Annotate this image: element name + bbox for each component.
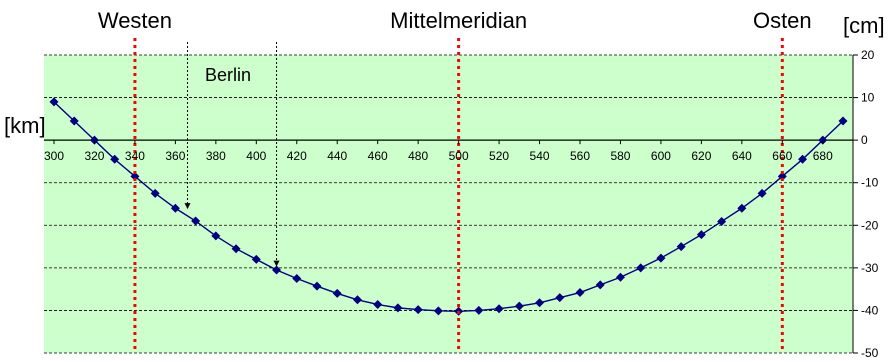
x-tick-label: 460 bbox=[368, 149, 388, 163]
y-tick-labels: 20 10 0 -10 -20 -30 -40 -50 bbox=[861, 48, 879, 360]
meridian-lines: Westen Mittelmeridian Osten bbox=[98, 8, 812, 353]
x-tick-label: 500 bbox=[449, 149, 469, 163]
x-tick-label: 360 bbox=[165, 149, 185, 163]
data-point bbox=[170, 203, 180, 213]
x-tick-label: 520 bbox=[489, 149, 509, 163]
data-point bbox=[777, 171, 787, 181]
data-point bbox=[494, 304, 504, 314]
x-tick-label: 620 bbox=[691, 149, 711, 163]
data-point bbox=[373, 299, 383, 309]
meridian-label: Osten bbox=[753, 8, 812, 33]
x-tick-label: 640 bbox=[732, 149, 752, 163]
x-tick-label: 540 bbox=[530, 149, 550, 163]
x-tick-label: 600 bbox=[651, 149, 671, 163]
x-tick-label: 440 bbox=[327, 149, 347, 163]
plot-background bbox=[44, 55, 853, 353]
data-point bbox=[332, 288, 342, 298]
data-point bbox=[798, 154, 808, 164]
y-tick-label: -10 bbox=[861, 176, 879, 190]
data-point bbox=[514, 301, 524, 311]
berlin-label: Berlin bbox=[205, 65, 251, 85]
data-point bbox=[656, 253, 666, 263]
data-point bbox=[251, 254, 261, 264]
y-tick-label: 0 bbox=[861, 133, 868, 147]
data-point bbox=[352, 295, 362, 305]
data-point bbox=[413, 305, 423, 315]
data-point bbox=[49, 97, 59, 107]
annotations: Berlin bbox=[184, 42, 280, 267]
data-point bbox=[474, 305, 484, 315]
data-point bbox=[575, 288, 585, 298]
data-point bbox=[696, 230, 706, 240]
y-tick-label: 20 bbox=[861, 48, 875, 62]
data-point bbox=[555, 293, 565, 303]
data-point bbox=[69, 116, 79, 126]
y-unit-label: [cm] bbox=[843, 13, 885, 38]
y-tick-label: -20 bbox=[861, 218, 879, 232]
y-tick-label: -50 bbox=[861, 346, 879, 360]
data-point bbox=[615, 272, 625, 282]
x-tick-label: 560 bbox=[570, 149, 590, 163]
x-tick-label: 480 bbox=[408, 149, 428, 163]
x-tick-label: 380 bbox=[206, 149, 226, 163]
data-point bbox=[231, 244, 241, 254]
data-point bbox=[535, 298, 545, 308]
data-point bbox=[130, 171, 140, 181]
gridlines bbox=[44, 54, 858, 354]
x-tick-label: 660 bbox=[772, 149, 792, 163]
x-tick-label: 580 bbox=[610, 149, 630, 163]
x-unit-label: [km] bbox=[4, 113, 46, 138]
data-point bbox=[312, 281, 322, 291]
y-tick-label: 10 bbox=[861, 91, 875, 105]
meridian-label: Mittelmeridian bbox=[390, 8, 527, 33]
data-point bbox=[737, 203, 747, 213]
plot-area bbox=[44, 55, 853, 353]
data-point bbox=[717, 216, 727, 226]
x-tick-label: 420 bbox=[287, 149, 307, 163]
data-point bbox=[757, 188, 767, 198]
data-point bbox=[676, 242, 686, 252]
series-line bbox=[53, 101, 844, 312]
data-point bbox=[211, 231, 221, 241]
data-point bbox=[292, 274, 302, 283]
data-point bbox=[393, 303, 403, 313]
x-tick-label: 320 bbox=[84, 149, 104, 163]
data-point bbox=[191, 216, 201, 226]
data-point bbox=[595, 280, 605, 290]
y-tick-label: -40 bbox=[861, 303, 879, 317]
x-tick-label: 680 bbox=[813, 149, 833, 163]
x-tick-label: 300 bbox=[44, 149, 64, 163]
data-point bbox=[110, 154, 120, 164]
x-tick-label: 340 bbox=[125, 149, 145, 163]
data-point bbox=[433, 306, 443, 316]
data-point bbox=[636, 263, 646, 273]
x-tick-label: 400 bbox=[246, 149, 266, 163]
data-point bbox=[838, 116, 848, 126]
data-point bbox=[272, 265, 282, 275]
y-tick-label: -30 bbox=[861, 261, 879, 275]
x-tick-labels: 300 320 340 360 380 400 420 440 460 480 500 520 540 5… bbox=[44, 140, 833, 163]
meridian-label: Westen bbox=[98, 8, 172, 33]
data-point bbox=[150, 188, 160, 198]
